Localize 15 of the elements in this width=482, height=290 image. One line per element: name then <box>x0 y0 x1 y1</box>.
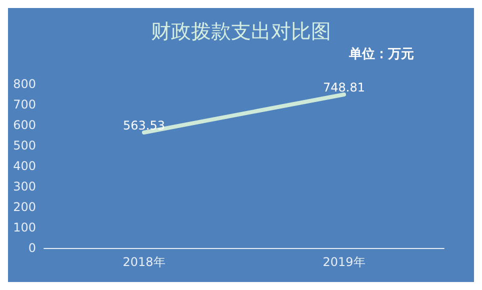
x-tick-label: 2018年 <box>122 255 166 269</box>
y-tick-label: 100 <box>13 220 36 234</box>
y-tick-label: 500 <box>13 138 36 152</box>
y-tick-label: 600 <box>13 118 36 132</box>
y-tick-label: 300 <box>13 180 36 194</box>
x-tick-label: 2019年 <box>322 255 366 269</box>
y-tick-label: 400 <box>13 159 36 173</box>
text: 单位：万元 <box>348 46 414 62</box>
y-tick-label: 800 <box>13 77 36 91</box>
data-label: 563.53 <box>123 118 165 132</box>
data-label: 748.81 <box>323 80 365 94</box>
chart-title: 财政拨款支出对比图 <box>151 19 331 43</box>
y-tick-label: 200 <box>13 200 36 214</box>
y-tick-label: 700 <box>13 98 36 112</box>
y-tick-label: 0 <box>28 241 36 255</box>
